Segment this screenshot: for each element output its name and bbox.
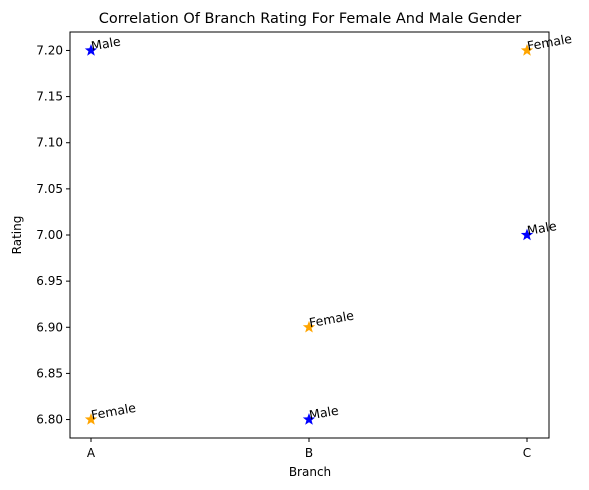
y-tick-label: 7.20 (36, 43, 63, 57)
data-point-star (520, 228, 534, 241)
chart-title: Correlation Of Branch Rating For Female … (99, 11, 521, 27)
y-tick-label: 6.95 (36, 274, 63, 288)
data-point-star (84, 413, 98, 425)
x-tick-label: B (305, 446, 313, 460)
y-tick-label: 7.15 (36, 90, 63, 104)
y-tick-label: 6.80 (36, 413, 63, 427)
y-axis: 6.80 6.85 6.90 6.95 7.00 7.05 7.10 7.15 7.20 (36, 43, 70, 427)
y-tick-label: 7.00 (36, 228, 63, 242)
y-tick-label: 7.05 (36, 182, 63, 196)
x-axis: A B C (87, 438, 531, 460)
y-tick-label: 6.85 (36, 366, 63, 380)
x-tick-label: A (87, 446, 96, 460)
data-point-star (520, 43, 534, 56)
y-tick-label: 6.90 (36, 320, 63, 334)
x-tick-label: C (523, 446, 531, 460)
data-point-star (84, 43, 98, 56)
y-axis-title: Rating (10, 216, 24, 255)
x-axis-title: Branch (289, 465, 331, 479)
data-point-label: Male (90, 33, 122, 53)
data-point-label: Male (526, 218, 558, 238)
data-point-star (302, 413, 316, 425)
y-tick-label: 7.10 (36, 136, 63, 150)
data-point-star (302, 320, 316, 333)
data-point-label: Male (308, 403, 340, 423)
